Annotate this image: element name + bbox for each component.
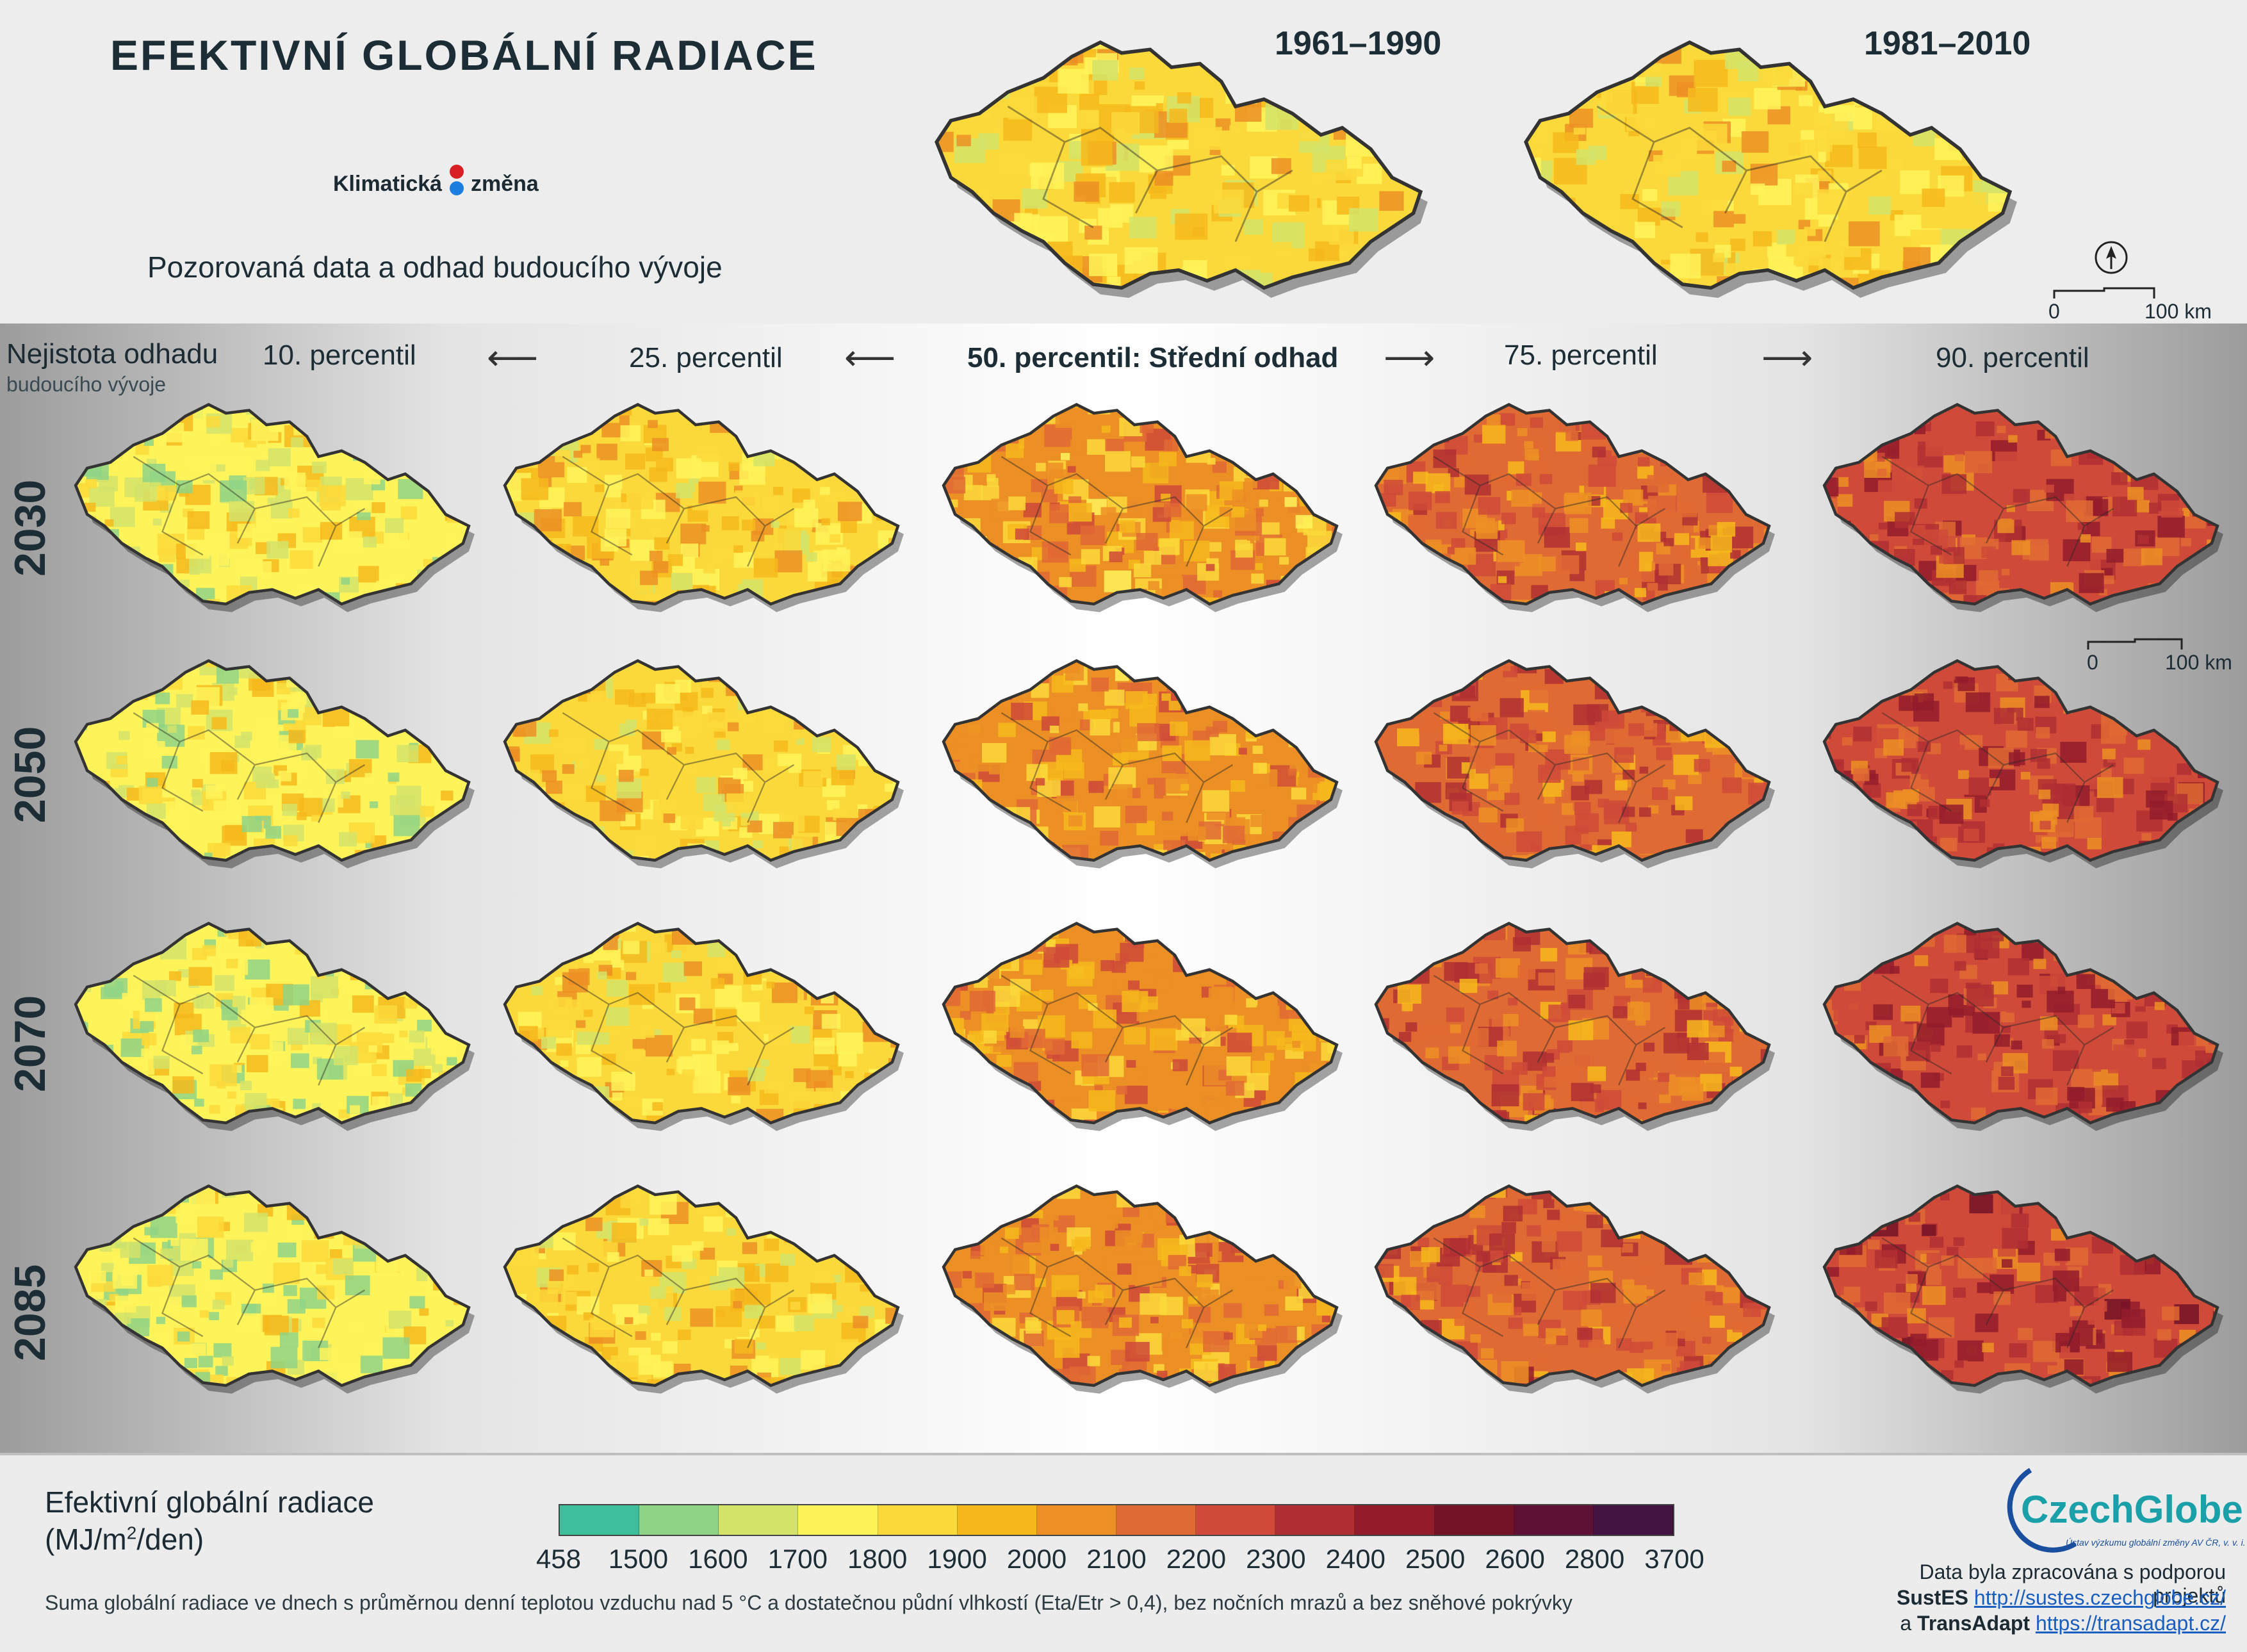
logo-text-right: změna <box>471 172 539 196</box>
legend-unit-prefix: (MJ/m <box>45 1523 127 1556</box>
uncertainty-label: Nejistota odhadu <box>6 338 218 370</box>
legend-swatch <box>1116 1505 1196 1535</box>
scale-zero-top: 0 <box>2048 300 2060 323</box>
legend-tick: 1600 <box>683 1544 753 1574</box>
legend-tick: 2300 <box>1241 1544 1311 1574</box>
legend-swatch <box>560 1505 639 1535</box>
arrow-right-icon: ⟶ <box>1384 339 1435 375</box>
year-label-2030: 2030 <box>5 480 55 577</box>
legend-swatch <box>639 1505 719 1535</box>
period-label-1981-2010: 1981–2010 <box>1864 24 2030 63</box>
arrow-right-icon: ⟶ <box>1761 339 1813 375</box>
legend-tick: 2000 <box>1002 1544 1072 1574</box>
legend-tick: 1800 <box>842 1544 913 1574</box>
legend-tick: 2800 <box>1560 1544 1630 1574</box>
arrow-left-icon: ⟵ <box>487 339 538 375</box>
legend-swatch <box>878 1505 958 1535</box>
project-transadapt: TransAdapt <box>1917 1612 2030 1635</box>
legend-footnote: Suma globální radiace ve dnech s průměrn… <box>45 1591 1646 1615</box>
legend-swatch <box>1594 1505 1673 1535</box>
czechglobe-brand: CzechGlobe <box>2021 1487 2243 1532</box>
legend-swatch <box>1196 1505 1275 1535</box>
legend-swatch <box>719 1505 798 1535</box>
year-label-2070: 2070 <box>5 995 55 1092</box>
legend-swatch <box>1275 1505 1355 1535</box>
credits-line-2: SustES http://sustes.czechglobe.cz/ <box>1880 1586 2226 1610</box>
percentile-25-label: 25. percentil <box>629 342 783 374</box>
page-subtitle: Pozorovaná data a odhad budoucího vývoje <box>147 250 723 284</box>
legend-color-bar <box>559 1504 1674 1536</box>
period-label-1961-1990: 1961–1990 <box>1275 24 1441 63</box>
legend-swatch <box>1514 1505 1594 1535</box>
logo-text-left: Klimatická <box>333 172 442 196</box>
legend-tick: 2100 <box>1081 1544 1152 1574</box>
legend-swatch <box>958 1505 1037 1535</box>
percentile-50-label: 50. percentil: Střední odhad <box>967 342 1338 374</box>
credits-connector: a <box>1900 1612 1911 1635</box>
scale-max-grid: 100 km <box>2165 651 2232 675</box>
legend-tick: 1700 <box>762 1544 833 1574</box>
legend-tick: 2600 <box>1480 1544 1550 1574</box>
percentile-10-label: 10. percentil <box>263 339 416 372</box>
legend-swatch <box>1355 1505 1434 1535</box>
arrow-left-icon: ⟵ <box>844 339 895 375</box>
percentile-90-label: 90. percentil <box>1936 342 2089 374</box>
page-title: EFEKTIVNÍ GLOBÁLNÍ RADIACE <box>110 31 818 79</box>
percentile-75-label: 75. percentil <box>1504 339 1658 372</box>
transadapt-link[interactable]: https://transadapt.cz/ <box>2036 1612 2226 1635</box>
czechglobe-tagline: Ústav výzkumu globální změny AV ČR, v. v… <box>2066 1537 2246 1548</box>
legend-unit-sup: 2 <box>127 1523 137 1543</box>
thermometer-icon <box>448 163 466 196</box>
brand-text: CzechGlobe <box>2021 1488 2243 1531</box>
year-label-2050: 2050 <box>5 726 55 823</box>
legend-swatch <box>1435 1505 1514 1535</box>
legend-title: Efektivní globální radiace <box>45 1485 374 1519</box>
sustes-link[interactable]: http://sustes.czechglobe.cz/ <box>1974 1586 2226 1609</box>
year-label-2085: 2085 <box>5 1264 55 1361</box>
legend-tick: 3700 <box>1639 1544 1710 1574</box>
legend-unit: (MJ/m2/den) <box>45 1522 204 1557</box>
credits-line-3: a TransAdapt https://transadapt.cz/ <box>1880 1612 2226 1635</box>
scenario-grid-background <box>0 323 2247 1454</box>
legend-swatch <box>1037 1505 1116 1535</box>
legend-tick: 458 <box>523 1544 594 1574</box>
legend-tick: 2500 <box>1400 1544 1471 1574</box>
scale-max-top: 100 km <box>2145 300 2212 323</box>
legend-tick: 2200 <box>1161 1544 1231 1574</box>
legend-tick: 1900 <box>922 1544 992 1574</box>
legend-swatch <box>798 1505 878 1535</box>
north-arrow-icon <box>2093 240 2129 279</box>
scale-bar-top <box>2053 287 2155 303</box>
legend-tick: 2400 <box>1320 1544 1391 1574</box>
legend-unit-suffix: /den) <box>136 1523 204 1556</box>
legend-tick: 1500 <box>603 1544 673 1574</box>
project-sustes: SustES <box>1897 1586 1968 1609</box>
scale-zero-grid: 0 <box>2087 651 2098 675</box>
klimaticka-zmena-logo: Klimatická změna <box>333 154 539 197</box>
uncertainty-sublabel: budoucího vývoje <box>6 373 166 397</box>
